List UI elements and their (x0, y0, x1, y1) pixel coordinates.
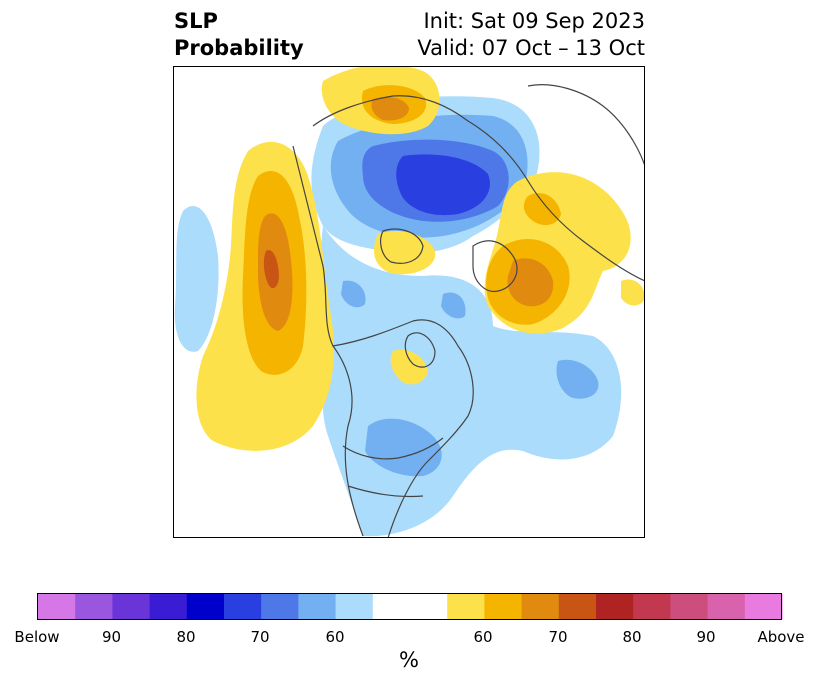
colorbar-frame (37, 593, 782, 620)
probability-map (173, 66, 645, 538)
colorbar-below-swatch (149, 594, 188, 619)
colorbar-below-swatch (261, 594, 299, 619)
colorbar-below-swatch (298, 594, 337, 619)
colorbar-below-swatch (75, 594, 113, 619)
colorbar-tick-label: 90 (696, 628, 716, 646)
colorbar-above-swatch (447, 594, 485, 619)
colorbar-tick-label: 60 (473, 628, 493, 646)
colorbar (37, 593, 783, 620)
map-title-right: Init: Sat 09 Sep 2023 Valid: 07 Oct – 13… (417, 8, 645, 62)
map-frame (173, 66, 645, 538)
colorbar-tick-label: Above (757, 628, 805, 646)
below-normal-strong-region (362, 139, 509, 222)
colorbar-tick-label: 70 (250, 628, 270, 646)
colorbar-below-swatch (335, 594, 374, 619)
above-normal-strong-region (258, 96, 554, 331)
colorbar-below-swatch (186, 594, 225, 619)
colorbar-above-swatch (596, 594, 634, 619)
valid-range: Valid: 07 Oct – 13 Oct (417, 36, 645, 60)
title-variable: SLP (174, 9, 218, 33)
colorbar-below-swatch (38, 594, 76, 619)
colorbar-tick-label: 90 (101, 628, 122, 646)
map-title-left: SLP Probability (174, 8, 304, 62)
colorbar-neutral-swatch (372, 594, 448, 619)
colorbar-above-swatch (670, 594, 709, 619)
coastlines (292, 84, 645, 538)
colorbar-above-swatch (744, 594, 783, 619)
colorbar-above-swatch (521, 594, 560, 619)
colorbar-below-swatch (112, 594, 151, 619)
colorbar-above-swatch (558, 594, 597, 619)
colorbar-below-swatch (224, 594, 262, 619)
init-date: Init: Sat 09 Sep 2023 (423, 9, 645, 33)
colorbar-tick-label: 70 (548, 628, 568, 646)
colorbar-tick-label: 80 (176, 628, 196, 646)
colorbar-above-swatch (707, 594, 746, 619)
colorbar-tick-label: Below (14, 628, 60, 646)
colorbar-above-swatch (484, 594, 523, 619)
colorbar-units: % (399, 648, 419, 672)
colorbar-tick-label: 60 (325, 628, 345, 646)
title-product: Probability (174, 36, 304, 60)
colorbar-above-swatch (633, 594, 671, 619)
colorbar-tick-label: 80 (622, 628, 642, 646)
